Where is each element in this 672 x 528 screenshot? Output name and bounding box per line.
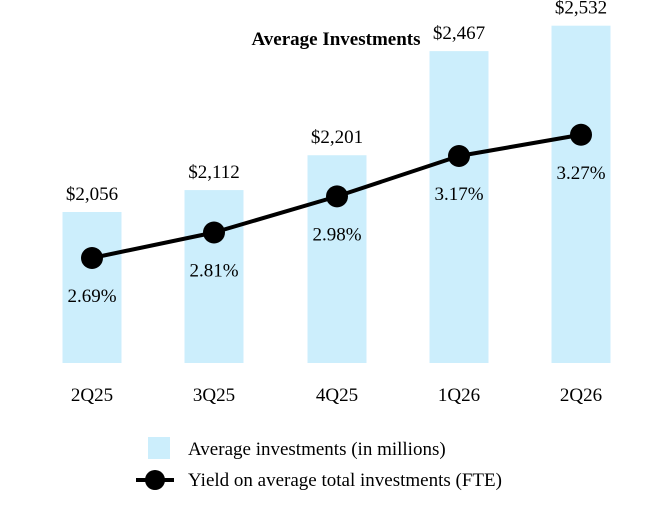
bar-value-label-3Q25: $2,112: [188, 162, 240, 183]
x-axis-tick-labels: 2Q25 3Q25 4Q25 1Q26 2Q26: [71, 385, 602, 406]
bar-2Q26: [551, 25, 611, 363]
yield-label-3Q25: 2.81%: [189, 261, 238, 282]
yield-point-2Q25: [81, 247, 103, 269]
x-tick-2Q26: 2Q26: [560, 385, 602, 406]
x-tick-2Q25: 2Q25: [71, 385, 113, 406]
yield-label-2Q25: 2.69%: [67, 286, 116, 307]
x-tick-1Q26: 1Q26: [438, 385, 480, 406]
legend: Average investments (in millions) Yield …: [136, 437, 502, 491]
yield-label-1Q26: 3.17%: [434, 184, 483, 205]
legend-line-label: Yield on average total investments (FTE): [188, 470, 502, 491]
bar-3Q25: [184, 190, 244, 363]
yield-label-2Q26: 3.27%: [556, 163, 605, 184]
yield-line-series: 2.69% 2.81% 2.98% 3.17% 3.27%: [67, 123, 606, 307]
yield-point-2Q26: [570, 123, 592, 146]
yield-label-4Q25: 2.98%: [312, 224, 361, 245]
bar-value-label-2Q25: $2,056: [66, 184, 118, 205]
legend-line-marker: [145, 470, 165, 490]
yield-point-1Q26: [448, 145, 470, 167]
bar-series: [62, 25, 611, 363]
yield-point-4Q25: [326, 185, 348, 208]
x-tick-4Q25: 4Q25: [316, 385, 358, 406]
bar-1Q26: [429, 51, 489, 363]
x-tick-3Q25: 3Q25: [193, 385, 235, 406]
yield-point-3Q25: [203, 221, 225, 244]
legend-bar-label: Average investments (in millions): [188, 439, 446, 460]
legend-bar-swatch: [148, 437, 170, 459]
bar-value-label-2Q26: $2,532: [555, 0, 607, 19]
bar-value-label-1Q26: $2,467: [433, 23, 485, 44]
bar-value-labels: $2,056 $2,112 $2,201 $2,467 $2,532: [66, 0, 607, 205]
bar-2Q25: [62, 212, 122, 363]
bar-value-label-4Q25: $2,201: [311, 127, 363, 148]
chart-title: Average Investments: [251, 29, 420, 50]
